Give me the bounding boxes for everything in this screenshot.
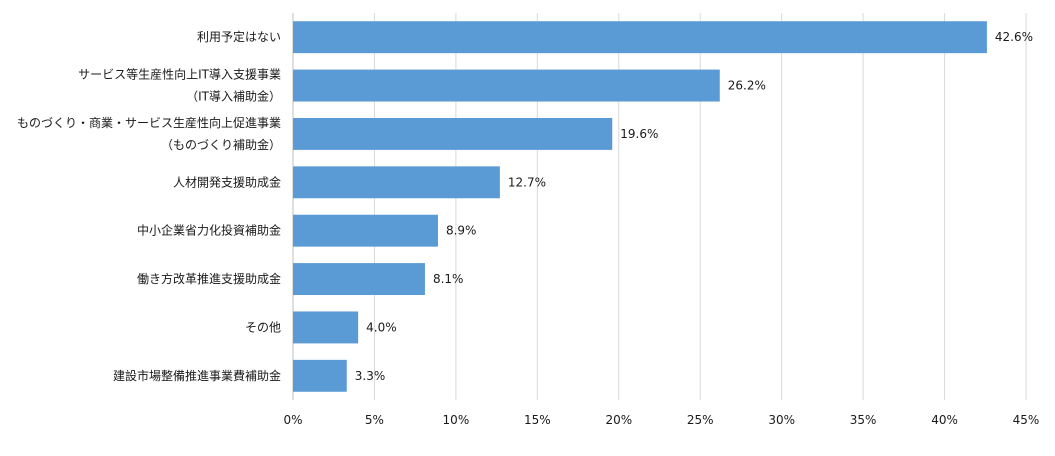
category-label: 人材開発支援助成金 bbox=[173, 174, 281, 189]
data-label: 4.0% bbox=[366, 320, 397, 334]
x-tick-label: 25% bbox=[687, 413, 714, 427]
bar bbox=[293, 263, 425, 296]
category-label: 利用予定はない bbox=[197, 29, 281, 44]
x-tick-labels: 0% 5% 10% 15% 20% 25% 30% 35% 40% 45% bbox=[283, 413, 1039, 427]
x-tick-label: 30% bbox=[768, 413, 795, 427]
bar bbox=[293, 69, 720, 102]
x-tick-label: 20% bbox=[605, 413, 632, 427]
x-tick-label: 5% bbox=[365, 413, 384, 427]
bar bbox=[293, 117, 613, 150]
category-label: ものづくり・商業・サービス生産性向上促進事業 bbox=[17, 115, 281, 130]
x-tick-label: 15% bbox=[524, 413, 551, 427]
data-label: 8.1% bbox=[433, 272, 464, 286]
x-tick-label: 10% bbox=[443, 413, 470, 427]
bar bbox=[293, 166, 500, 199]
category-label: （IT導入補助金） bbox=[186, 89, 281, 104]
data-label: 3.3% bbox=[355, 369, 386, 383]
data-label: 26.2% bbox=[728, 79, 766, 93]
category-label: 中小企業省力化投資補助金 bbox=[137, 223, 281, 238]
category-label: （ものづくり補助金） bbox=[161, 137, 281, 152]
category-label: 働き方改革推進支援助成金 bbox=[137, 271, 281, 286]
bar bbox=[293, 21, 987, 54]
data-label: 42.6% bbox=[995, 30, 1033, 44]
data-label: 19.6% bbox=[620, 127, 658, 141]
category-label: その他 bbox=[245, 320, 281, 334]
bar bbox=[293, 311, 359, 344]
category-label: 建設市場整備推進事業費補助金 bbox=[113, 368, 281, 383]
category-label: サービス等生産性向上IT導入支援事業 bbox=[78, 67, 281, 82]
bars bbox=[293, 21, 987, 392]
bar bbox=[293, 214, 438, 247]
x-tick-label: 0% bbox=[283, 413, 302, 427]
data-label: 8.9% bbox=[446, 224, 477, 238]
value-labels: 42.6% 26.2% 19.6% 12.7% 8.9% 8.1% 4.0% 3.3% bbox=[355, 30, 1033, 383]
x-tick-label: 35% bbox=[850, 413, 877, 427]
data-label: 12.7% bbox=[508, 175, 546, 189]
x-tick-label: 45% bbox=[1013, 413, 1040, 427]
x-tick-label: 40% bbox=[931, 413, 958, 427]
bar bbox=[293, 359, 347, 392]
